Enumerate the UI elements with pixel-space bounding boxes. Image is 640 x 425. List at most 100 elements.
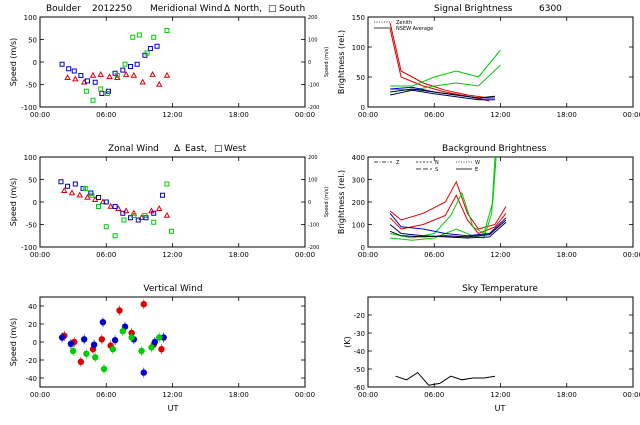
vertical-xtick-label: 00:00 [295,391,315,399]
zonal-xtick-label: 12:00 [162,251,182,259]
meridional-legend-symbol-south: □ [268,4,277,14]
vertical-title: Vertical Wind [143,284,202,294]
zonal-point [142,213,148,218]
background-series-line-3 [390,156,496,241]
signal-ytick-label: 0 [361,104,365,112]
sky-ytick-label: -40 [354,348,365,356]
zonal-point [121,217,127,223]
meridional-point [84,78,90,84]
sky-series-line-0 [395,371,496,386]
signal-xtick-label: 18:00 [557,111,577,119]
zonal-xtick-label: 06:00 [96,251,116,259]
zonal-y2tick-label: -200 [308,245,319,251]
meridional-point [83,88,89,94]
zonal-point [164,181,170,187]
meridional-point [89,71,97,78]
zonal-ylabel: Speed (m/s) [9,178,18,227]
meridional-ytick-label: -100 [21,104,37,112]
zonal-point [122,207,130,214]
background-series-line-0 [389,180,507,230]
sky-ticks: 00:00 06:00 12:00 18:00 00:00 -20 -30 -40 -50 -60 [354,297,640,399]
background-legend-w: W [475,160,480,166]
zonal-ytick-label: 50 [28,177,37,185]
sky-marks [395,371,496,386]
meridional-point [72,75,79,82]
meridional-ticks: 00:00 06:00 12:00 18:00 00:00 100 50 0 -50 -100 20… [21,14,319,119]
meridional-ylabel: Speed (m/s) [9,38,18,87]
signal-series-line-5 [389,89,495,101]
meridional-plot-frame [39,16,306,108]
background-ytick-label: 200 [352,199,365,207]
meridional-point [122,70,130,77]
vertical-xtick-label: 00:00 [30,391,50,399]
signal-series-line-0 [389,22,490,99]
background-ytick-label: 0 [361,244,365,252]
background-series-line-4 [389,212,507,237]
zonal-point [131,213,137,218]
vertical-ytick-label: 0 [33,339,37,347]
signal-series-line-6 [390,88,496,99]
zonal-point [112,233,118,239]
panel-signal-brightness: Signal Brightness 6300 Zenith NSEW Avera… [337,4,640,119]
zonal-point [58,179,64,185]
zonal-xtick-label: 00:00 [30,251,50,259]
sky-title: Sky Temperature [462,284,538,294]
meridional-point [90,97,96,103]
zonal-ytick-label: 100 [24,154,37,162]
zonal-legend-symbol-west: □ [214,144,223,154]
zonal-point [163,211,171,218]
signal-legend-nsew: NSEW Average [396,26,433,32]
meridional-point [134,61,140,67]
meridional-legend-south: South [279,4,305,14]
vertical-ytick-label: -40 [26,375,37,383]
background-plot-frame [367,156,634,248]
signal-xtick-label: 12:00 [490,111,510,119]
zonal-xtick-label: 00:00 [295,251,315,259]
background-marks [389,156,507,241]
meridional-y2label: Speed (m/s) [324,47,330,77]
zonal-point [65,183,71,189]
meridional-marks [59,28,171,103]
zonal-point [156,205,163,212]
zonal-ticks: 00:00 06:00 12:00 18:00 00:00 100 50 0 -50 -100 20… [21,154,319,259]
panel-vertical-wind: Vertical Wind 00:00 06:00 12:00 18:00 00:00 4… [9,284,315,413]
zonal-y2tick-label: 100 [308,178,318,184]
meridional-point [66,66,72,72]
meridional-point [151,34,157,40]
zonal-point [68,189,76,196]
meridional-point [114,73,120,78]
meridional-y2tick-label: -200 [308,105,319,111]
zonal-ytick-label: -100 [21,244,37,252]
vertical-xtick-label: 12:00 [162,391,182,399]
meridional-point [130,71,138,78]
background-ticks: 00:00 06:00 12:00 18:00 00:00 400 300 200 100 0 [352,154,640,259]
zonal-legend-symbol-east: Δ [174,144,181,154]
sky-ytick-label: -30 [354,330,365,338]
vertical-ytick-label: 20 [28,321,37,329]
background-series-line-2 [390,156,497,239]
signal-ytick-label: 150 [352,14,365,22]
zonal-point [112,204,118,209]
meridional-xtick-label: 06:00 [96,111,116,119]
sky-xtick-label: 18:00 [557,391,577,399]
meridional-point [154,43,160,49]
meridional-point [104,91,110,96]
meridional-xtick-label: 12:00 [162,111,182,119]
signal-legend: Zenith NSEW Average [374,20,433,32]
vertical-xlabel: UT [168,404,179,413]
vertical-ytick-label: 40 [28,303,37,311]
meridional-y2tick-label: 200 [308,15,318,21]
meridional-point [144,50,150,56]
signal-series-line-2 [390,49,501,87]
background-xtick-label: 00:00 [358,251,378,259]
meridional-point [92,79,98,85]
meridional-ytick-label: 0 [33,59,37,67]
date-label: 2012250 [92,4,132,14]
signal-title: Signal Brightness [434,4,513,14]
zonal-point [103,224,109,230]
background-legend-n: N [435,160,439,166]
meridional-xtick-label: 00:00 [295,111,315,119]
sky-xtick-label: 12:00 [490,391,510,399]
background-legend: Z N S W E [374,160,480,173]
zonal-point [82,186,88,191]
